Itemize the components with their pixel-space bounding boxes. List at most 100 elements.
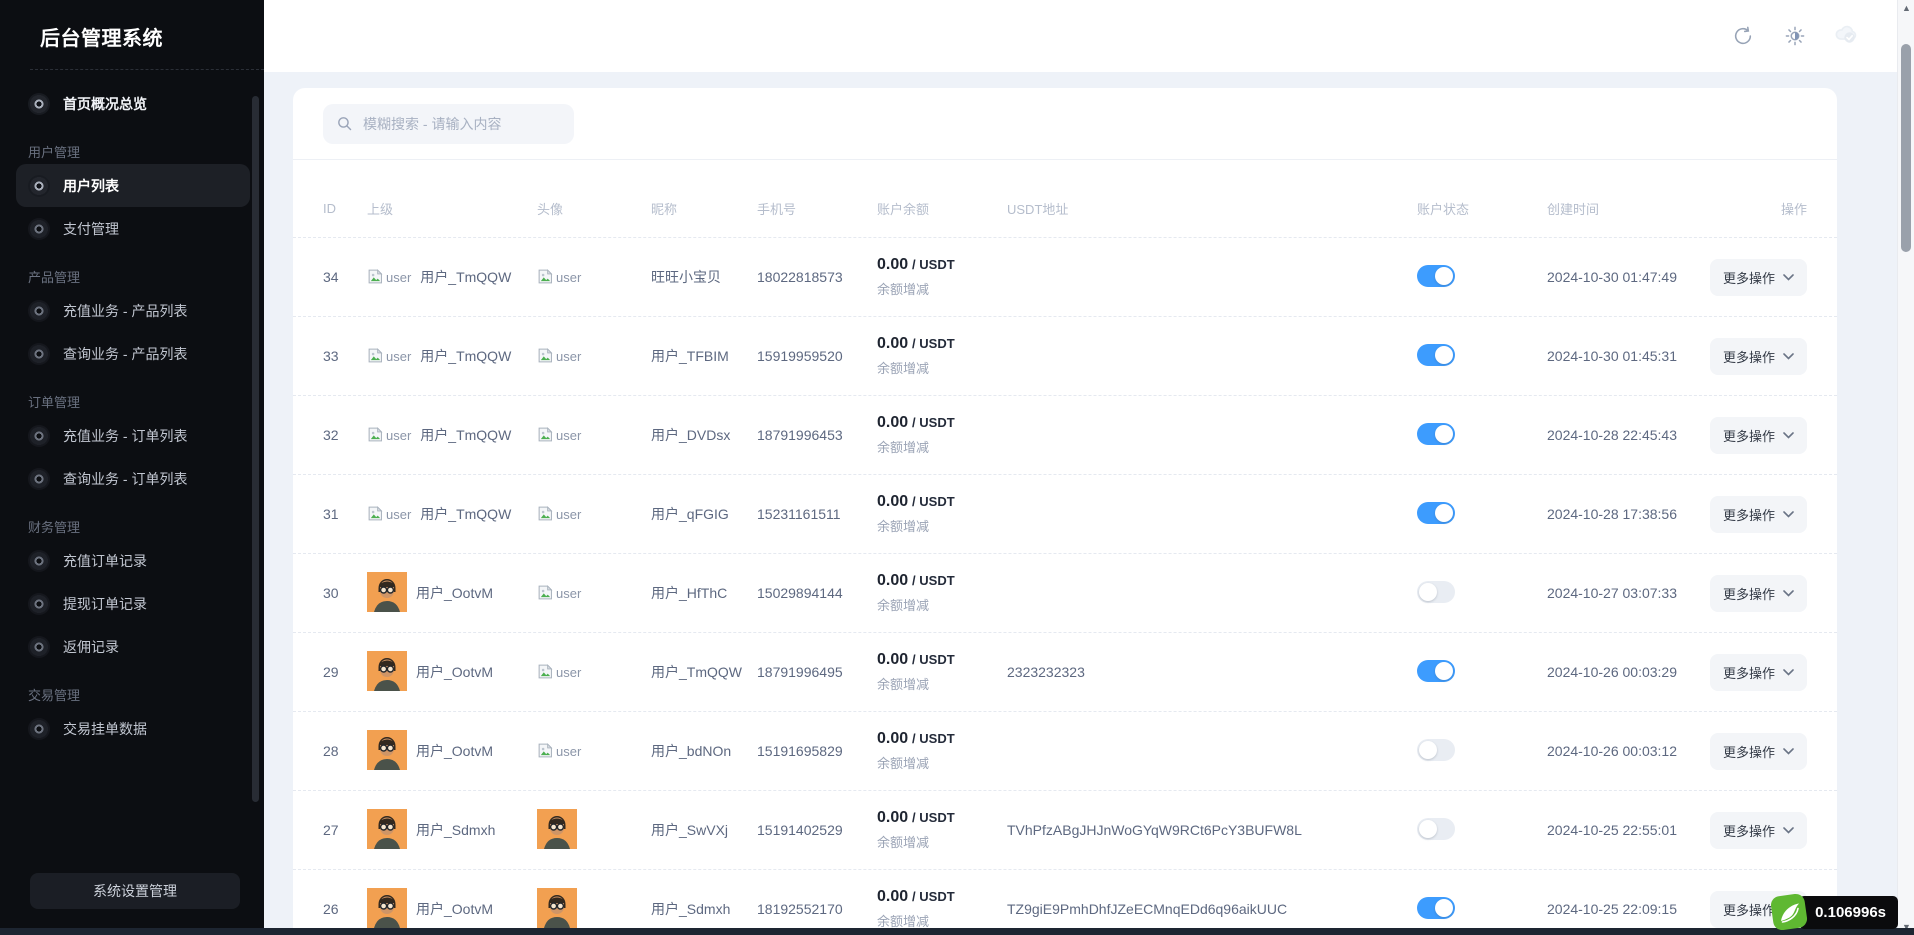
theme-toggle-icon[interactable] [1783, 24, 1807, 48]
sidebar-scrollbar-thumb[interactable] [252, 96, 259, 802]
sidebar-item[interactable]: 交易挂单数据 [16, 707, 250, 750]
scroll-up-arrow[interactable]: ▲ [1902, 3, 1911, 13]
refresh-icon[interactable] [1731, 24, 1755, 48]
balance-adjust-link[interactable]: 余额增减 [877, 282, 930, 297]
balance-value: 0.00 [877, 256, 909, 273]
table-row: 32 user 用户_TmQQW user 用户_DVDsx 187919964… [293, 396, 1837, 475]
record-icon [28, 549, 50, 572]
record-icon [28, 424, 50, 447]
sidebar-item[interactable]: 支付管理 [16, 207, 250, 250]
balance-currency: / USDT [912, 652, 955, 667]
column-header: 手机号 [757, 202, 797, 217]
cell-usdt-address: TZ9giE9PmhDhfJZeECMnqEDd6q96aikUUC [1007, 901, 1288, 917]
column-header: USDT地址 [1007, 202, 1069, 217]
status-toggle[interactable] [1417, 501, 1455, 524]
cell-nickname: 用户_qFGIG [651, 506, 729, 522]
more-actions-button[interactable]: 更多操作 [1709, 732, 1807, 770]
sidebar: 后台管理系统 首页概况总览 用户管理 用户列表 支付管理 产品管理 充值业务 - 产品列表… [0, 0, 264, 935]
sidebar-item[interactable]: 查询业务 - 产品列表 [16, 332, 250, 375]
more-actions-button[interactable]: 更多操作 [1709, 495, 1807, 533]
balance-adjust-link[interactable]: 余额增减 [877, 835, 930, 850]
sidebar-item[interactable]: 首页概况总览 [16, 82, 250, 125]
balance-adjust-link[interactable]: 余额增减 [877, 914, 930, 929]
chevron-down-icon [1783, 431, 1794, 439]
alt-text: user [386, 428, 412, 444]
bottom-trace-bar[interactable] [0, 928, 1914, 935]
chevron-down-icon [1783, 352, 1794, 360]
cell-balance: 0.00 / USDT 余额增减 [877, 572, 1007, 614]
status-toggle[interactable] [1417, 817, 1455, 840]
column-header: 账户状态 [1417, 202, 1470, 217]
trace-time: 0.106996s [1799, 895, 1898, 929]
table-row: 29 用户_OotvM user 用户_TmQQW 18791996495 0.… [293, 633, 1837, 712]
table-row: 31 user 用户_TmQQW user 用户_qFGIG 152311615… [293, 475, 1837, 554]
more-actions-button[interactable]: 更多操作 [1709, 574, 1807, 612]
column-header: 上级 [367, 202, 394, 217]
cell-phone: 15191402529 [757, 822, 843, 838]
sidebar-item[interactable]: 充值订单记录 [16, 539, 250, 582]
alt-text: user [556, 428, 582, 444]
more-actions-button[interactable]: 更多操作 [1709, 258, 1807, 296]
page-scrollbar-thumb[interactable] [1901, 44, 1911, 252]
sidebar-item[interactable]: 查询业务 - 订单列表 [16, 457, 250, 500]
status-toggle[interactable] [1417, 580, 1455, 603]
status-toggle[interactable] [1417, 264, 1455, 287]
system-settings-button[interactable]: 系统设置管理 [30, 873, 240, 909]
status-toggle[interactable] [1417, 659, 1455, 682]
balance-adjust-link[interactable]: 余额增减 [877, 677, 930, 692]
chevron-down-icon [1783, 273, 1794, 281]
cell-balance: 0.00 / USDT 余额增减 [877, 809, 1007, 851]
sidebar-item[interactable]: 用户列表 [16, 164, 250, 207]
cell-actions: 更多操作 [1709, 811, 1807, 849]
status-toggle[interactable] [1417, 343, 1455, 366]
cell-actions: 更多操作 [1709, 574, 1807, 612]
record-icon [28, 635, 50, 658]
cell-avatar: user [537, 268, 651, 286]
cell-id: 30 [323, 585, 339, 601]
more-actions-button[interactable]: 更多操作 [1709, 811, 1807, 849]
user-avatar [367, 808, 407, 852]
more-actions-button[interactable]: 更多操作 [1709, 416, 1807, 454]
sidebar-item[interactable]: 充值业务 - 产品列表 [16, 289, 250, 332]
broken-image: user [537, 585, 581, 601]
sidebar-item[interactable]: 提现订单记录 [16, 582, 250, 625]
more-actions-button[interactable]: 更多操作 [1709, 337, 1807, 375]
balance-adjust-link[interactable]: 余额增减 [877, 519, 930, 534]
column-header: 操作 [1780, 202, 1807, 217]
cell-id: 28 [323, 743, 339, 759]
sidebar-item[interactable]: 返佣记录 [16, 625, 250, 668]
column-header: 账户余额 [877, 202, 930, 217]
status-toggle[interactable] [1417, 738, 1455, 761]
column-header: 昵称 [651, 202, 678, 217]
cell-status [1417, 501, 1547, 527]
cell-avatar: user [537, 584, 651, 602]
app-title: 后台管理系统 [40, 28, 163, 50]
cell-id: 27 [323, 822, 339, 838]
balance-adjust-link[interactable]: 余额增减 [877, 361, 930, 376]
broken-image: user [537, 506, 581, 522]
status-toggle[interactable] [1417, 896, 1455, 919]
trace-leaf-icon[interactable] [1770, 893, 1808, 931]
broken-image: user [537, 269, 581, 285]
cell-status [1417, 264, 1547, 290]
balance-adjust-link[interactable]: 余额增减 [877, 440, 930, 455]
search-input[interactable] [363, 115, 561, 132]
cell-actions: 更多操作 [1709, 732, 1807, 770]
cell-actions: 更多操作 [1709, 337, 1807, 375]
balance-adjust-link[interactable]: 余额增减 [877, 756, 930, 771]
debug-trace-badge[interactable]: 0.106996s [1770, 893, 1898, 931]
cell-id: 32 [323, 427, 339, 443]
cell-phone: 18022818573 [757, 269, 843, 285]
more-actions-button[interactable]: 更多操作 [1709, 653, 1807, 691]
scroll-down-arrow[interactable]: ▼ [1902, 922, 1911, 932]
user-avatar [367, 650, 407, 694]
balance-currency: / USDT [912, 573, 955, 588]
cell-avatar: user [537, 347, 651, 365]
status-check-icon[interactable] [1835, 24, 1859, 48]
sidebar-divider [30, 69, 264, 70]
balance-adjust-link[interactable]: 余额增减 [877, 598, 930, 613]
cell-status [1417, 422, 1547, 448]
status-toggle[interactable] [1417, 422, 1455, 445]
balance-currency: / USDT [912, 257, 955, 272]
sidebar-item[interactable]: 充值业务 - 订单列表 [16, 414, 250, 457]
